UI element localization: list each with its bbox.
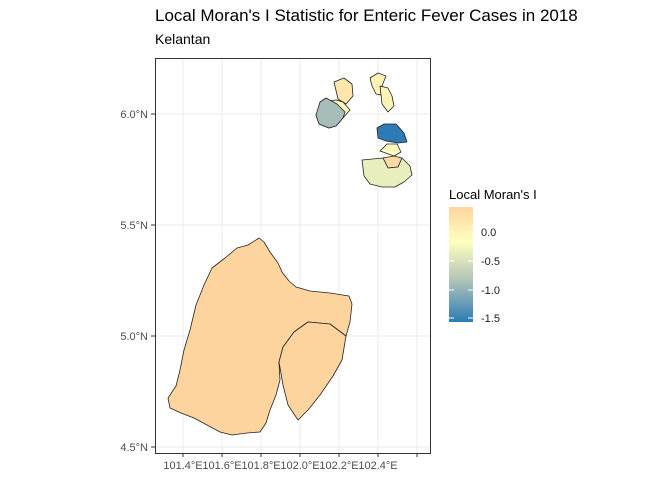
- y-tick-marks: [151, 113, 155, 448]
- y-tick-label: 5.5°N: [120, 220, 148, 232]
- map-title: Local Moran's I Statistic for Enteric Fe…: [155, 6, 578, 25]
- x-axis: 101.4°E 101.6°E 101.8°E 102.0°E 102.2°E …: [163, 453, 418, 472]
- y-axis: 4.5°N 5.0°N 5.5°N 6.0°N: [120, 109, 155, 454]
- district-pasir-puteh: [376, 123, 408, 144]
- district-gua-musang: [167, 237, 353, 436]
- legend-label: 0.0: [481, 227, 496, 239]
- district-machang: [379, 143, 402, 157]
- x-tick-marks: [182, 453, 418, 457]
- district-tumpat: [333, 77, 354, 105]
- map-subtitle: Kelantan: [155, 31, 211, 47]
- x-tick-label: 101.4°E: [163, 460, 202, 472]
- legend-title: Local Moran's I: [449, 187, 537, 202]
- district-bachok: [379, 85, 395, 113]
- x-tick-label: 101.6°E: [202, 460, 241, 472]
- legend-label: -1.0: [481, 285, 500, 297]
- legend-ticks: [449, 231, 473, 319]
- y-tick-label: 5.0°N: [120, 331, 148, 343]
- x-tick-label: 101.8°E: [241, 460, 280, 472]
- district-lojing: [278, 321, 347, 421]
- y-tick-label: 4.5°N: [120, 442, 148, 454]
- x-tick-label: 102.0°E: [280, 460, 319, 472]
- legend-label: -0.5: [481, 256, 500, 268]
- x-tick-label: 102.2°E: [319, 460, 358, 472]
- district-polygons: [167, 72, 413, 436]
- legend-colorbar: [449, 207, 473, 322]
- x-tick-label: 102.4°E: [358, 460, 397, 472]
- legend-label: -1.5: [481, 313, 500, 325]
- legend: 0.0 -0.5 -1.0 -1.5: [449, 207, 500, 325]
- district-kuala-krai: [361, 157, 413, 188]
- y-tick-label: 6.0°N: [120, 109, 148, 121]
- district-tanah-merah: [315, 97, 346, 129]
